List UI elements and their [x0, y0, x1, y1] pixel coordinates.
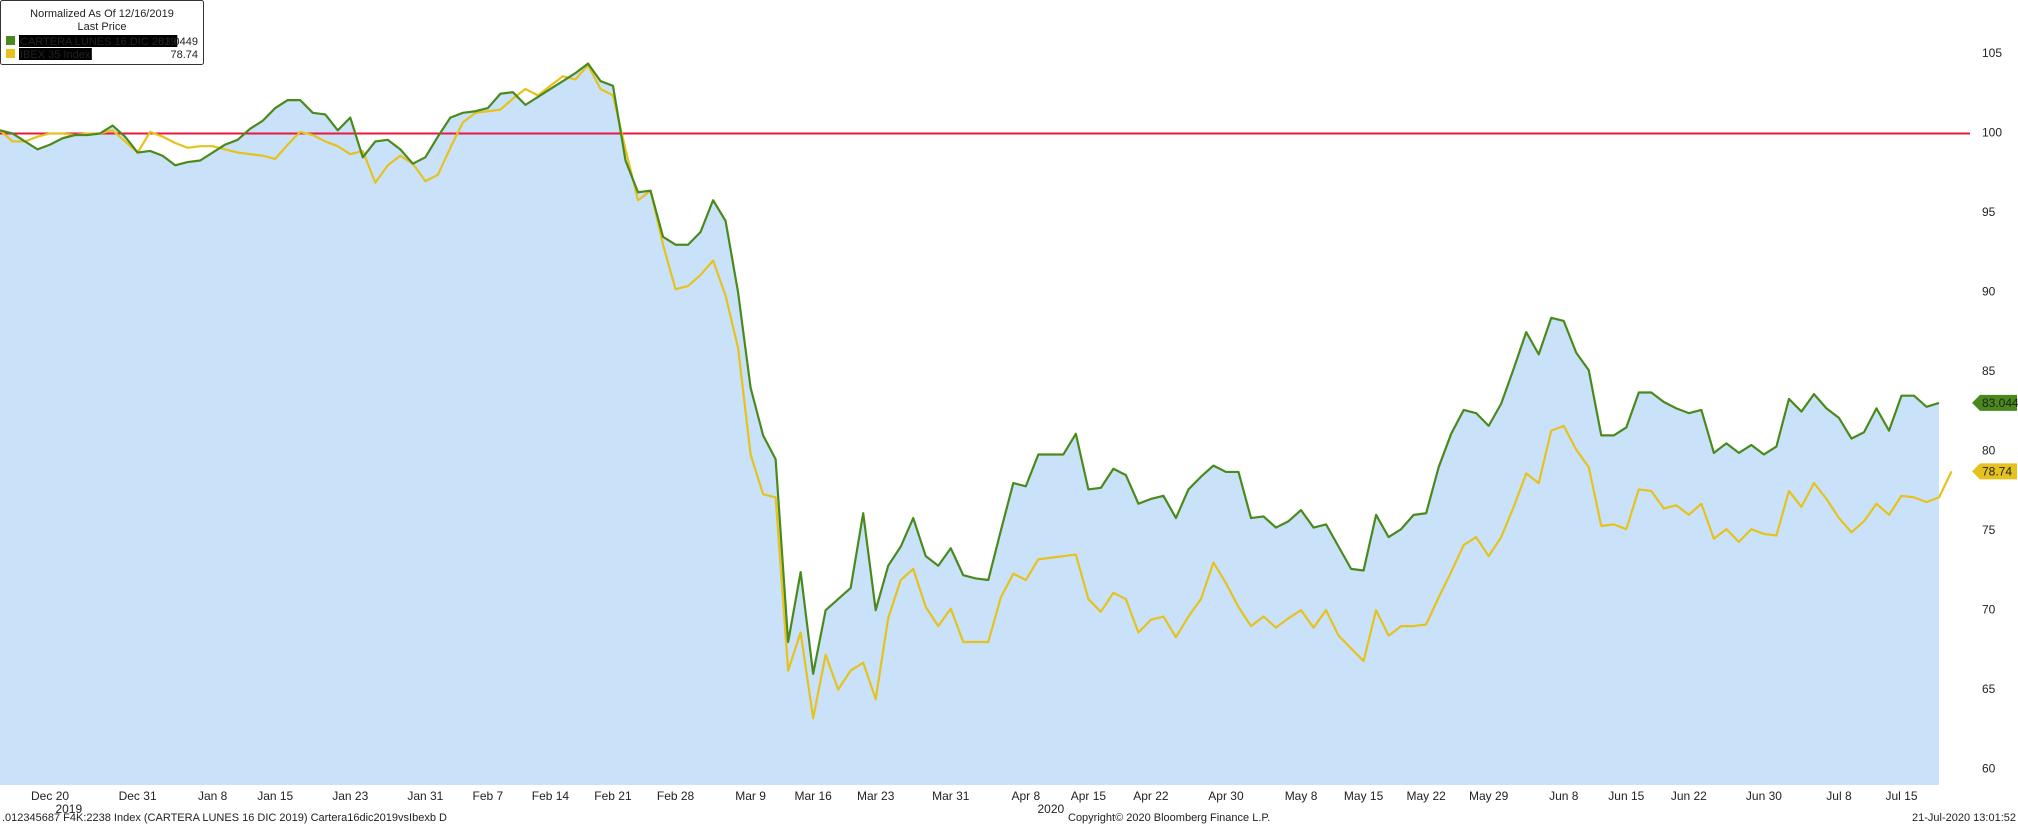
last-value-label: 78.74: [1982, 464, 2012, 478]
x-tick-label: Apr 8: [1011, 789, 1040, 803]
series-line: [0, 64, 1953, 720]
legend-name-bg: [19, 35, 178, 47]
x-tick-label: Jun 8: [1549, 789, 1579, 803]
y-tick-label: 75: [1982, 523, 1996, 537]
legend-name: IBEX 35 Index: [20, 49, 91, 61]
legend-title: Normalized As Of 12/16/2019: [30, 8, 174, 20]
x-tick-label: Jan 8: [198, 789, 228, 803]
legend-value: 83.0449: [158, 36, 198, 48]
last-value-tag: [1972, 463, 2017, 480]
y-tick-label: 60: [1982, 761, 1996, 775]
x-tick-label: Jul 8: [1826, 789, 1852, 803]
x-tick-label: Dec 31: [119, 789, 157, 803]
legend-name: CARTERA LUNES 16 DIC 2019: [20, 36, 176, 48]
footer-center: Copyright© 2020 Bloomberg Finance L.P.: [1068, 812, 1270, 824]
x-tick-label: Apr 15: [1071, 789, 1107, 803]
last-value-tag: [1972, 394, 2017, 411]
x-tick-label: Apr 22: [1133, 789, 1169, 803]
x-tick-label: Jun 22: [1671, 789, 1707, 803]
y-tick-label: 65: [1982, 682, 1996, 696]
x-tick-label: May 29: [1469, 789, 1509, 803]
legend-swatch: [6, 49, 15, 58]
legend-subtitle: Last Price: [78, 21, 127, 33]
year-label: 2020: [1037, 802, 1064, 816]
y-tick-label: 105: [1982, 46, 2002, 60]
x-tick-label: Feb 21: [594, 789, 632, 803]
x-tick-label: Jan 23: [332, 789, 368, 803]
x-tick-label: Dec 20: [31, 789, 69, 803]
footer-right: 21-Jul-2020 13:01:52: [1912, 812, 2016, 824]
y-tick-label: 90: [1982, 285, 1996, 299]
axes: 60 65 70 75 80 85 90 95 100 105 Dec 20 Dec 31 Jan 8 J…: [31, 46, 2018, 816]
y-tick-label: 95: [1982, 205, 1996, 219]
plot-area: [0, 62, 1970, 786]
x-tick-label: Jan 31: [407, 789, 443, 803]
x-tick-label: Feb 28: [657, 789, 695, 803]
legend: Normalized As Of 12/16/2019 Last Price C…: [0, 0, 204, 65]
x-tick-label: Mar 23: [857, 789, 895, 803]
x-tick-label: Jun 15: [1608, 789, 1644, 803]
x-tick-label: Jan 15: [257, 789, 293, 803]
legend-value: 78.74: [170, 49, 198, 61]
year-label: 2019: [55, 802, 82, 816]
x-tick-label: Apr 30: [1208, 789, 1244, 803]
x-tick-label: Mar 31: [932, 789, 970, 803]
y-tick-label: 80: [1982, 443, 1996, 457]
x-tick-label: Feb 14: [532, 789, 570, 803]
area: [0, 63, 1940, 786]
legend-name-bg: [19, 48, 92, 60]
x-tick-label: May 8: [1285, 789, 1318, 803]
x-tick-label: May 22: [1406, 789, 1446, 803]
footer-left: .012345687 F4K:2238 Index (CARTERA LUNES…: [2, 812, 447, 824]
legend-swatch: [6, 36, 15, 45]
y-tick-label: 100: [1982, 126, 2002, 140]
last-value-label: 83.0449: [1982, 396, 2018, 410]
x-tick-label: Jun 30: [1746, 789, 1782, 803]
y-tick-label: 85: [1982, 364, 1996, 378]
x-tick-label: May 15: [1344, 789, 1384, 803]
x-tick-label: Feb 7: [473, 789, 504, 803]
x-tick-label: Jul 15: [1886, 789, 1918, 803]
y-tick-label: 70: [1982, 602, 1996, 616]
series-line: [0, 62, 1940, 675]
x-tick-label: Mar 9: [735, 789, 766, 803]
x-tick-label: Mar 16: [794, 789, 832, 803]
